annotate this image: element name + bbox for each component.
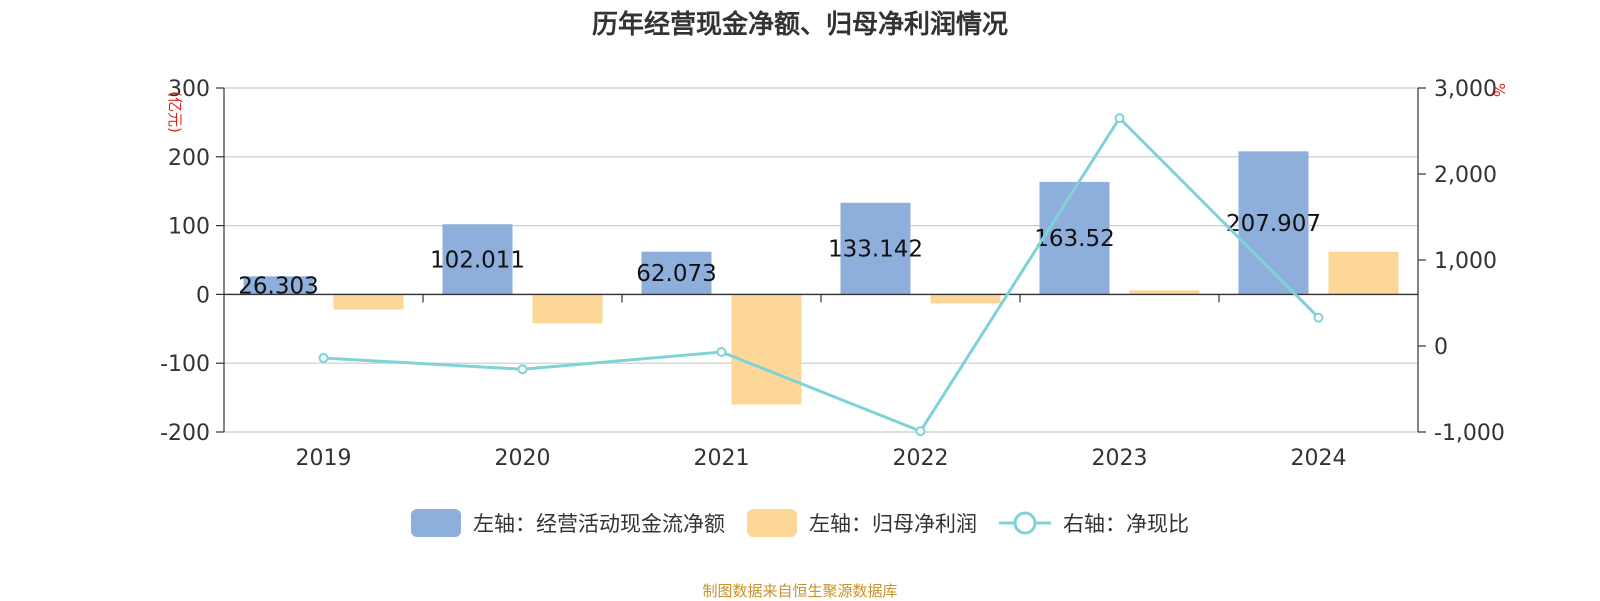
x-tick-label: 2020 bbox=[495, 446, 551, 471]
right-tick-label: -1,000 bbox=[1434, 421, 1505, 446]
bar-net-profit bbox=[532, 294, 603, 324]
ratio-point bbox=[915, 426, 926, 437]
right-tick-label: 2,000 bbox=[1434, 163, 1497, 188]
x-tick-label: 2022 bbox=[893, 446, 949, 471]
data-label: 26.303 bbox=[238, 273, 318, 299]
legend: 左轴：经营活动现金流净额 左轴：归母净利润 右轴：净现比 bbox=[0, 508, 1600, 538]
left-tick-label: -200 bbox=[160, 421, 210, 446]
data-label: 207.907 bbox=[1226, 211, 1321, 237]
source-note: 制图数据来自恒生聚源数据库 bbox=[702, 582, 898, 600]
bar-net-profit bbox=[333, 294, 404, 310]
left-tick-label: 300 bbox=[168, 77, 210, 102]
bar-cashflow bbox=[442, 224, 513, 295]
legend-swatch-net-profit bbox=[747, 509, 797, 537]
ratio-point bbox=[716, 347, 727, 358]
left-tick-label: 100 bbox=[168, 215, 210, 240]
bar-cashflow bbox=[243, 276, 314, 295]
left-tick-label: 200 bbox=[168, 146, 210, 171]
x-tick-label: 2019 bbox=[296, 446, 352, 471]
legend-item-ratio[interactable]: 右轴：净现比 bbox=[999, 508, 1189, 538]
data-label: 102.011 bbox=[430, 247, 525, 273]
bar-cashflow bbox=[641, 251, 712, 295]
bar-net-profit bbox=[1129, 290, 1200, 295]
left-axis-unit: (亿元) bbox=[166, 91, 184, 133]
right-tick-label: 3,000 bbox=[1434, 77, 1497, 102]
right-tick-label: 1,000 bbox=[1434, 249, 1497, 274]
ratio-point bbox=[517, 364, 528, 375]
left-tick-label: 0 bbox=[196, 283, 210, 308]
data-label: 163.52 bbox=[1034, 226, 1114, 252]
bar-net-profit bbox=[731, 294, 802, 405]
data-label: 62.073 bbox=[636, 261, 716, 287]
ratio-point bbox=[1313, 312, 1324, 323]
right-axis-unit: % bbox=[1490, 83, 1508, 97]
bar-cashflow bbox=[840, 202, 911, 295]
legend-swatch-cashflow bbox=[411, 509, 461, 537]
x-tick-label: 2021 bbox=[694, 446, 750, 471]
legend-label-ratio: 右轴：净现比 bbox=[1063, 512, 1189, 536]
x-tick-label: 2023 bbox=[1092, 446, 1148, 471]
right-tick-label: 0 bbox=[1434, 335, 1448, 360]
x-tick-label: 2024 bbox=[1291, 446, 1347, 471]
data-label: 133.142 bbox=[828, 237, 923, 263]
legend-label-cashflow: 左轴：经营活动现金流净额 bbox=[473, 512, 725, 536]
legend-swatch-ratio bbox=[999, 511, 1051, 535]
ratio-point bbox=[1114, 113, 1125, 124]
chart-title: 历年经营现金净额、归母净利润情况 bbox=[591, 10, 1008, 40]
bar-net-profit bbox=[930, 294, 1001, 304]
legend-label-net-profit: 左轴：归母净利润 bbox=[809, 512, 977, 536]
legend-item-cashflow[interactable]: 左轴：经营活动现金流净额 bbox=[411, 508, 725, 538]
left-tick-label: -100 bbox=[160, 352, 210, 377]
ratio-point bbox=[318, 353, 329, 364]
bar-net-profit bbox=[1328, 251, 1399, 295]
bar-cashflow bbox=[1039, 181, 1110, 295]
ratio-line bbox=[323, 115, 1320, 433]
legend-item-net-profit[interactable]: 左轴：归母净利润 bbox=[747, 508, 977, 538]
